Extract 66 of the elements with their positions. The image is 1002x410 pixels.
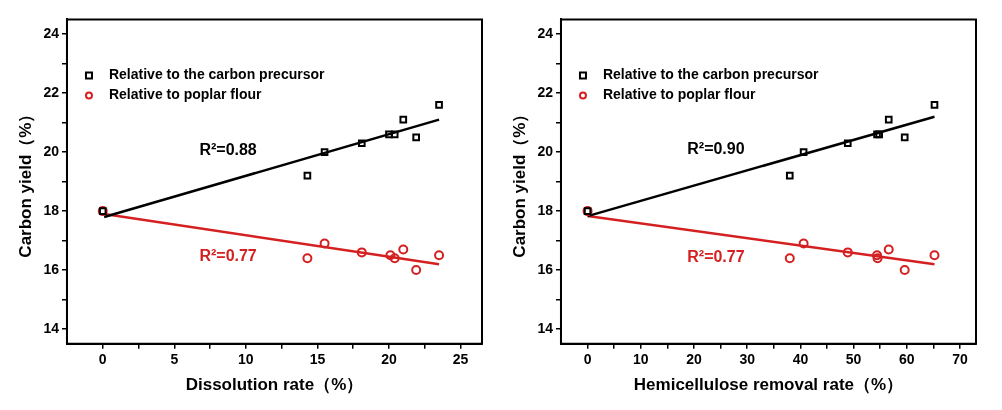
- x-tick-label: 70: [952, 351, 969, 368]
- y-axis-title: Carbon yield（%）: [509, 105, 529, 258]
- point: [356, 247, 367, 258]
- point: [900, 133, 909, 142]
- point: [399, 115, 408, 124]
- y-axis-title: Carbon yield（%）: [15, 105, 35, 258]
- y-tick-label: 20: [537, 142, 554, 159]
- point: [411, 265, 422, 276]
- x-tick-label: 20: [686, 351, 702, 368]
- x-tick-label: 15: [309, 351, 326, 368]
- y-tick-label: 24: [537, 25, 554, 41]
- y-tick-label: 22: [537, 83, 554, 100]
- y-tick-label: 14: [43, 319, 60, 336]
- point: [412, 133, 420, 142]
- x-tick-label: 5: [170, 351, 179, 368]
- y-tick-label: 22: [43, 83, 60, 100]
- annotation: R²=0.77: [687, 248, 745, 266]
- y-tick-label: 16: [43, 260, 60, 277]
- x-tick-label: 25: [452, 351, 469, 368]
- legend-label: Relative to the carbon precursor: [602, 66, 820, 83]
- point: [302, 253, 313, 264]
- point: [785, 171, 794, 180]
- y-tick-label: 20: [43, 142, 60, 159]
- point: [434, 250, 445, 261]
- x-tick-label: 40: [792, 351, 809, 368]
- annotation: R²=0.77: [199, 247, 257, 264]
- x-tick-label: 10: [633, 351, 649, 368]
- legend-label: Relative to poplar flour: [108, 86, 262, 103]
- point: [929, 250, 940, 261]
- x-axis-title: Hemicellulose removal rate（%）: [633, 375, 904, 395]
- point: [799, 148, 808, 156]
- point: [398, 244, 409, 255]
- point: [320, 148, 329, 156]
- legend-label: Relative to poplar flour: [602, 86, 756, 103]
- y-tick-label: 18: [43, 201, 60, 218]
- x-tick-label: 60: [899, 351, 915, 368]
- x-tick-label: 20: [381, 351, 397, 368]
- point: [842, 247, 853, 258]
- x-tick-label: 0: [98, 351, 107, 368]
- annotation: R²=0.88: [199, 141, 257, 159]
- point: [319, 238, 330, 249]
- point: [435, 101, 443, 109]
- point: [899, 265, 910, 276]
- x-axis-title: Dissolution rate（%）: [185, 375, 364, 395]
- point: [385, 130, 393, 139]
- x-tick-label: 50: [845, 351, 862, 368]
- x-tick-label: 10: [238, 351, 254, 368]
- point: [884, 115, 893, 124]
- point: [883, 244, 894, 255]
- point: [303, 171, 312, 180]
- y-tick-label: 18: [537, 201, 554, 218]
- y-tick-label: 14: [537, 319, 554, 336]
- x-tick-label: 0: [583, 351, 592, 368]
- y-tick-label: 16: [537, 260, 554, 277]
- annotation: R²=0.90: [687, 139, 745, 157]
- point: [390, 130, 399, 139]
- point: [389, 253, 400, 264]
- point: [843, 139, 852, 148]
- point: [357, 139, 366, 148]
- point: [798, 238, 809, 249]
- y-tick-label: 24: [43, 25, 60, 41]
- point: [784, 253, 795, 264]
- point: [385, 250, 396, 261]
- x-tick-label: 30: [739, 351, 756, 368]
- legend-label: Relative to the carbon precursor: [108, 66, 326, 83]
- point: [930, 101, 939, 109]
